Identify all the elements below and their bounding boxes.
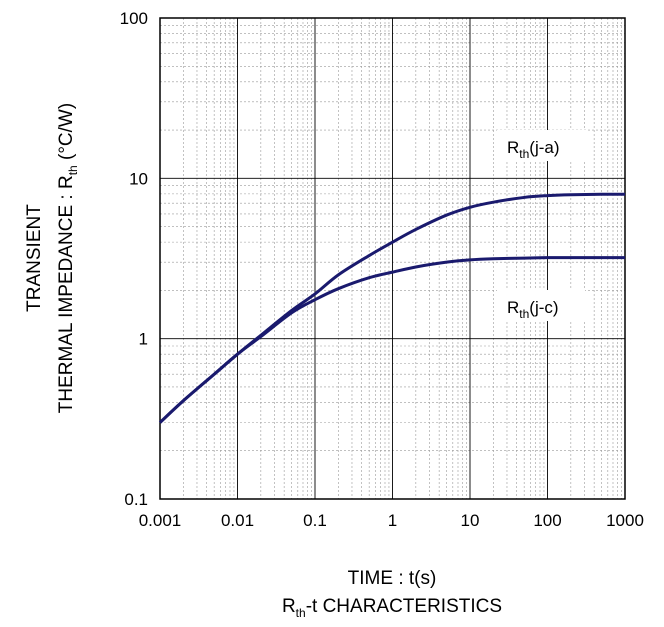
series-label-j-a: Rth(j-a) xyxy=(497,130,587,161)
svg-text:Rth(j-a): Rth(j-a) xyxy=(507,138,560,161)
x-tick-label: 1 xyxy=(388,511,397,530)
x-tick-label: 0.001 xyxy=(139,511,182,530)
series-line-rth-j-c xyxy=(158,256,625,424)
y-axis-title-main: THERMAL IMPEDANCE : R xyxy=(56,175,77,413)
x-tick-labels: 0.001 0.01 0.1 1 10 100 1000 xyxy=(139,511,644,530)
series-label-j-c-sub: th xyxy=(519,307,529,321)
y-tick-labels: 0.1 1 10 100 xyxy=(120,9,148,509)
y-tick-label: 10 xyxy=(129,169,148,188)
y-axis-title-line2: THERMAL IMPEDANCE : Rth (°C/W) xyxy=(56,103,80,413)
x-axis-title: TIME : t(s) xyxy=(348,568,437,589)
series-label-j-a-main: R xyxy=(507,138,519,157)
series-label-j-a-sub: th xyxy=(519,147,529,161)
series-label-j-c-rest: (j-c) xyxy=(529,298,558,317)
series-label-j-c-main: R xyxy=(507,298,519,317)
chart-caption-main: R xyxy=(282,596,296,617)
chart-caption: Rth-t CHARACTERISTICS xyxy=(282,596,502,620)
series-label-box-j-c xyxy=(497,290,585,321)
y-axis-title-unit: (°C/W) xyxy=(56,103,77,165)
x-tick-label: 0.01 xyxy=(221,511,254,530)
chart-caption-rest: -t CHARACTERISTICS xyxy=(306,596,502,617)
y-tick-label: 100 xyxy=(120,9,148,28)
chart-caption-sub: th xyxy=(296,606,306,620)
series-label-j-c: Rth(j-c) xyxy=(497,290,585,321)
series-label-box-j-a xyxy=(497,130,587,161)
series-label-j-a-rest: (j-a) xyxy=(529,138,559,157)
x-tick-label: 10 xyxy=(461,511,480,530)
x-tick-label: 1000 xyxy=(606,511,644,530)
y-tick-label: 0.1 xyxy=(124,490,148,509)
y-axis-title-sub: th xyxy=(66,165,80,175)
series-group xyxy=(158,192,626,424)
x-tick-label: 0.1 xyxy=(303,511,327,530)
x-tick-label: 100 xyxy=(533,511,561,530)
y-axis-title-line1: TRANSIENT xyxy=(24,204,45,312)
svg-text:Rth(j-c): Rth(j-c) xyxy=(507,298,559,321)
y-tick-label: 1 xyxy=(139,330,148,349)
